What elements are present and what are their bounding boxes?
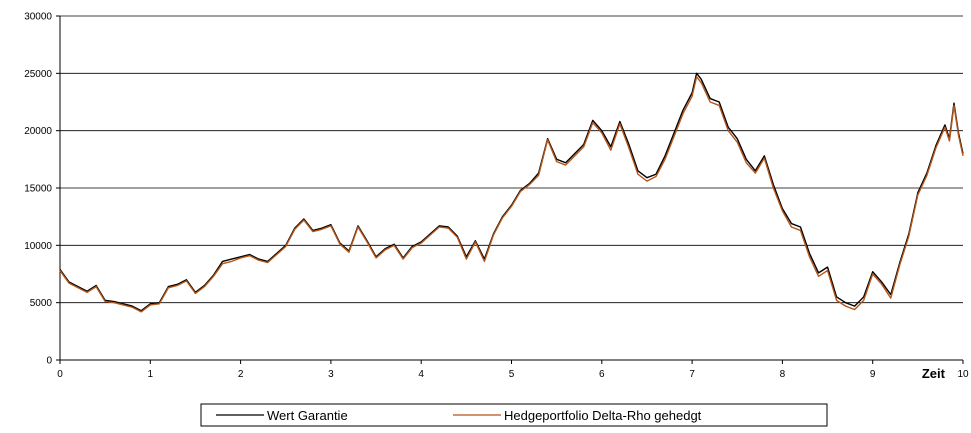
y-tick-label-10000: 10000	[24, 241, 52, 252]
gridlines	[60, 15, 963, 304]
x-tick-label-5: 5	[509, 369, 515, 380]
x-tick-label-7: 7	[689, 369, 695, 380]
axes	[56, 15, 964, 364]
x-axis-title: Zeit	[922, 366, 946, 381]
y-tick-label-15000: 15000	[24, 184, 52, 195]
x-tick-label-0: 0	[57, 369, 63, 380]
tick-labels: 0 5000 10000 15000 20000 25000 30000 0 1 2 3 4 5 6 7 8 9…	[24, 12, 969, 382]
series-line-wert-garantie	[59, 72, 964, 312]
x-tick-label-3: 3	[328, 369, 334, 380]
y-tick-label-5000: 5000	[30, 298, 53, 309]
series	[59, 72, 964, 313]
legend-box	[200, 403, 828, 427]
legend-label-wert-garantie: Wert Garantie	[267, 408, 348, 423]
y-tick-label-0: 0	[46, 356, 52, 367]
y-tick-label-20000: 20000	[24, 126, 52, 137]
legend-label-hedgeportfolio: Hedgeportfolio Delta-Rho gehedgt	[504, 408, 702, 423]
x-tick-label-6: 6	[599, 369, 605, 380]
x-tick-label-9: 9	[870, 369, 876, 380]
x-tick-label-4: 4	[418, 369, 424, 380]
x-tick-label-1: 1	[148, 369, 154, 380]
y-tick-label-25000: 25000	[24, 69, 52, 80]
x-tick-label-2: 2	[238, 369, 244, 380]
series-line-hedgeportfolio	[59, 76, 964, 313]
x-tick-label-10: 10	[957, 369, 969, 380]
legend: Wert Garantie Hedgeportfolio Delta-Rho g…	[200, 403, 828, 427]
y-tick-label-30000: 30000	[24, 12, 52, 23]
x-tick-label-8: 8	[780, 369, 786, 380]
